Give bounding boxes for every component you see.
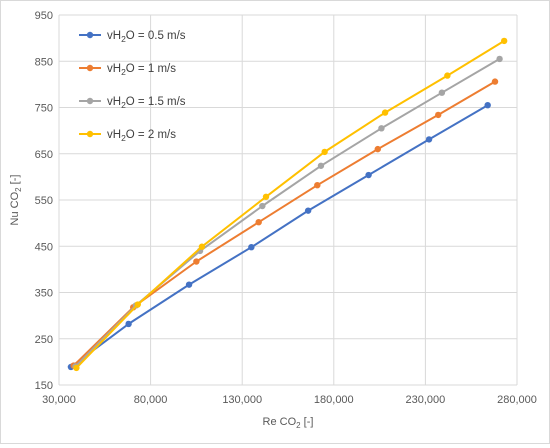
series-line [75, 40, 505, 369]
data-point [262, 193, 270, 200]
y-axis-title: Nu CO2 [-] [9, 175, 23, 226]
data-point [496, 55, 503, 63]
legend-label: vH2O = 0.5 m/s [107, 30, 186, 44]
series-2 [70, 78, 499, 369]
legend-marker [86, 64, 94, 72]
x-tick-label: 80,000 [134, 394, 168, 406]
data-point [259, 202, 266, 210]
data-point [374, 145, 381, 153]
y-tick-label: 550 [35, 195, 53, 207]
legend-item: vH2O = 2 m/s [79, 129, 176, 143]
series-lines [67, 37, 508, 372]
legend-item: vH2O = 0.5 m/s [79, 30, 186, 44]
data-point [435, 111, 442, 119]
x-tick-label: 230,000 [406, 394, 446, 406]
legend-marker [86, 130, 94, 138]
legend-item: vH2O = 1 m/s [79, 63, 176, 77]
data-point [381, 109, 389, 116]
data-point [317, 162, 325, 169]
x-axis-title: Re CO2 [-] [263, 416, 314, 430]
legend-marker [86, 97, 94, 105]
legend: vH2O = 0.5 m/s vH2O = 1 m/s vH2O = 1.5 m/s… [79, 30, 186, 143]
data-point [378, 125, 385, 132]
data-point [491, 78, 499, 85]
data-point [365, 171, 372, 179]
data-point [73, 364, 80, 372]
y-tick-label: 350 [35, 288, 53, 300]
data-point [198, 243, 206, 250]
x-tick-label: 180,000 [314, 394, 354, 406]
series-1 [67, 101, 491, 371]
x-tick-label: 280,000 [497, 394, 537, 406]
grid-lines [58, 14, 518, 386]
data-point [193, 258, 200, 265]
axes: 150 250 350 450 550 650 750 850 950 30,000 80,000 1… [9, 10, 537, 430]
data-point [304, 207, 312, 214]
data-point [314, 182, 321, 189]
data-point [125, 320, 132, 328]
data-point [255, 219, 262, 226]
y-tick-label: 750 [35, 103, 53, 115]
series-line [70, 104, 489, 368]
data-point [425, 136, 433, 143]
legend-label: vH2O = 1.5 m/s [107, 96, 186, 110]
y-tick-label: 450 [35, 241, 53, 253]
data-point [444, 72, 451, 79]
data-point [134, 301, 141, 308]
y-tick-label: 950 [35, 10, 53, 22]
x-tick-label: 30,000 [42, 394, 76, 406]
data-point [500, 37, 508, 45]
y-tick-label: 150 [35, 380, 53, 392]
x-tick-label: 130,000 [222, 394, 262, 406]
series-4 [73, 37, 508, 372]
data-point [185, 281, 193, 288]
y-tick-label: 850 [35, 56, 53, 68]
data-point [484, 101, 491, 109]
data-point [438, 89, 446, 96]
legend-label: vH2O = 2 m/s [107, 129, 176, 143]
series-line [73, 80, 496, 367]
legend-label: vH2O = 1 m/s [107, 63, 176, 77]
y-tick-label: 650 [35, 149, 53, 161]
legend-item: vH2O = 1.5 m/s [79, 96, 186, 110]
y-tick-label: 250 [35, 334, 53, 346]
legend-marker [86, 31, 94, 39]
data-point [321, 148, 328, 156]
data-point [248, 243, 255, 251]
